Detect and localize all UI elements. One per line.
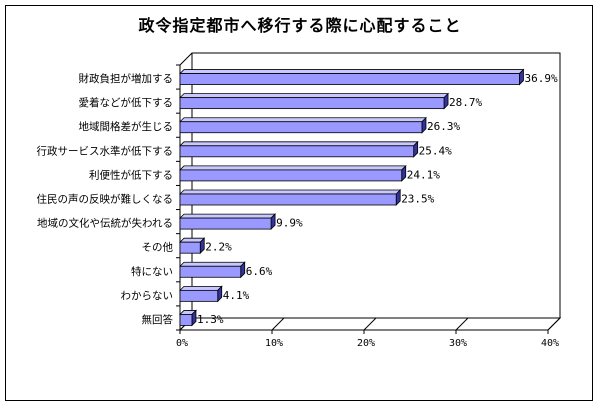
- x-gridline-floor: [363, 317, 377, 331]
- category-label: 地域の文化や伝統が失われる: [37, 217, 173, 230]
- category-label: 地域間格差が生じる: [79, 120, 174, 133]
- bar-top-face: [179, 285, 223, 291]
- x-tick-label: 40%: [541, 338, 559, 349]
- value-label: 9.9%: [276, 217, 303, 230]
- category-label: その他: [142, 241, 174, 254]
- bar-top-face: [179, 213, 277, 219]
- value-label: 23.5%: [401, 193, 434, 206]
- category-label: わからない: [121, 290, 174, 302]
- bar: [179, 97, 445, 110]
- chart-title: 政令指定都市へ移行する際に心配すること: [138, 16, 462, 35]
- bar-top-face: [179, 141, 419, 147]
- value-label: 36.9%: [524, 72, 557, 85]
- bar: [179, 193, 397, 206]
- x-tick-label: 10%: [265, 338, 283, 349]
- value-label: 26.3%: [427, 120, 460, 133]
- bar-top-face: [179, 189, 402, 195]
- category-label: 住民の声の反映が難しくなる: [37, 193, 174, 206]
- bar: [179, 169, 403, 182]
- bar: [179, 121, 423, 134]
- category-label: 行政サービス水準が低下する: [37, 144, 174, 157]
- value-label: 2.2%: [205, 241, 232, 254]
- value-label: 6.6%: [246, 265, 273, 278]
- x-tick-label: 30%: [449, 338, 467, 349]
- category-label: 特にない: [131, 266, 173, 278]
- bar: [179, 241, 201, 254]
- bar-top-face: [179, 69, 525, 74]
- bar: [179, 217, 272, 230]
- x-gridline-floor: [455, 317, 469, 331]
- bar: [179, 265, 242, 278]
- value-label: 28.7%: [449, 96, 482, 109]
- x-tick-label: 20%: [357, 338, 375, 349]
- bar: [179, 289, 219, 302]
- value-label: 25.4%: [419, 144, 452, 157]
- bar-top-face: [179, 117, 427, 123]
- bar: [179, 145, 415, 158]
- bar: [179, 73, 520, 85]
- chart-bars: [179, 68, 525, 327]
- x-gridline-floor: [271, 317, 285, 331]
- value-label: 24.1%: [407, 168, 440, 181]
- x-gridline-floor: [547, 317, 561, 331]
- value-label: 4.1%: [223, 289, 250, 302]
- category-label: 財政負担が増加する: [79, 72, 174, 85]
- chart-labels: 0% 10% 20% 30% 40% 財政負担が増加する 36.9% 愛着などが低下する 28.…: [37, 72, 560, 349]
- category-label: 愛着などが低下する: [79, 96, 174, 109]
- bar-top-face: [179, 261, 246, 267]
- x-tick-label: 0%: [176, 338, 188, 349]
- bar-top-face: [179, 93, 450, 99]
- value-label: 1.3%: [197, 313, 224, 326]
- category-label: 無回答: [142, 313, 174, 326]
- bar-top-face: [179, 165, 407, 171]
- category-label: 利便性が低下する: [89, 168, 173, 181]
- bar: [179, 314, 193, 326]
